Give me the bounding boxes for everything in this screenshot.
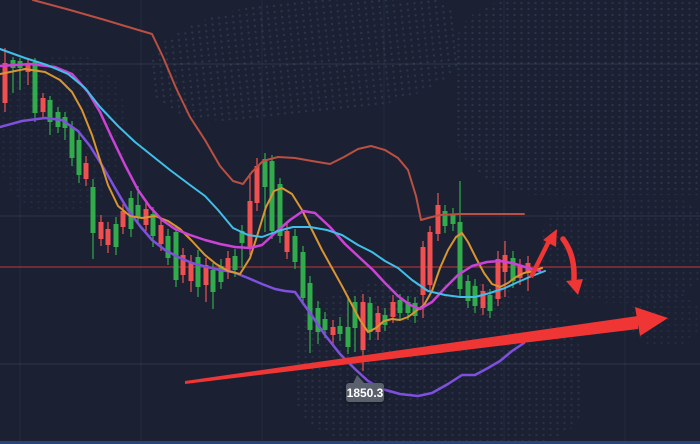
candle-body [502, 255, 508, 272]
candle-body [76, 140, 82, 175]
candle-body [480, 291, 486, 308]
candle-body [487, 295, 493, 311]
candle-body [25, 63, 31, 72]
candle-body [284, 231, 290, 252]
candle-body [315, 308, 321, 332]
candle-body [517, 266, 523, 278]
callout-pointer [353, 375, 365, 384]
candle-body [188, 262, 194, 281]
candle-body [47, 100, 53, 122]
candle-body [180, 255, 186, 275]
candle-body [165, 236, 171, 258]
cyan-ma-line [0, 48, 546, 298]
candle-body [300, 252, 306, 298]
candle-body [435, 205, 441, 234]
candle-body [412, 303, 418, 316]
candle-body [442, 211, 448, 226]
candle-body [32, 62, 38, 113]
candle-body [450, 214, 456, 224]
candle-body [375, 313, 381, 332]
candle-body [495, 259, 501, 299]
candle-body [277, 184, 283, 236]
candle-body [210, 270, 216, 292]
candle-body [262, 159, 268, 187]
up-arrow-head [543, 229, 557, 247]
candle-body [427, 232, 433, 285]
candle-body [98, 222, 104, 239]
candle-body [158, 225, 164, 244]
candle-body [69, 127, 75, 158]
candle-body [203, 265, 209, 285]
red-upper-band-line [32, 0, 525, 221]
candle-body [420, 247, 426, 295]
candle-body [225, 258, 231, 272]
bottom-bar [0, 441, 700, 444]
purple-lower-band-line [0, 116, 526, 398]
candle-body [254, 166, 260, 203]
candle-body [367, 303, 373, 332]
candle-body [405, 302, 411, 313]
candle-body [218, 266, 224, 282]
candle-body [2, 63, 8, 103]
candle-body [105, 229, 111, 245]
candle-body [397, 300, 403, 313]
orange-ma-line [0, 68, 543, 333]
candle-body [465, 281, 471, 301]
candle-body [390, 302, 396, 317]
candle-body [239, 231, 245, 243]
candle-body [150, 214, 156, 236]
candle-body [510, 258, 516, 281]
candle-body [195, 257, 201, 287]
candle-body [113, 224, 119, 247]
candle-body [232, 256, 238, 270]
candle-body [292, 236, 298, 262]
candle-body [90, 187, 96, 233]
trend-arrow-shaft [185, 316, 638, 384]
price-callout: 1850.3 [346, 375, 384, 402]
trend-arrow-head [635, 307, 668, 336]
candle-body [345, 327, 351, 347]
up-arrow-shaft [529, 240, 551, 278]
candle-body [322, 319, 328, 330]
down-arrow-head [566, 279, 583, 295]
candle-body [337, 326, 343, 334]
candle-body [457, 222, 463, 289]
candle-body [120, 211, 126, 227]
down-arrow-shaft [560, 236, 577, 282]
candle-body [40, 98, 46, 112]
candle-body [352, 302, 358, 328]
candle-body [83, 163, 89, 179]
price-callout-label: 1850.3 [346, 385, 384, 400]
magenta-ma-line [0, 62, 542, 311]
candle-body [330, 327, 336, 335]
candle-body [135, 205, 141, 217]
candle-body [307, 283, 313, 330]
candle-body [247, 201, 253, 248]
